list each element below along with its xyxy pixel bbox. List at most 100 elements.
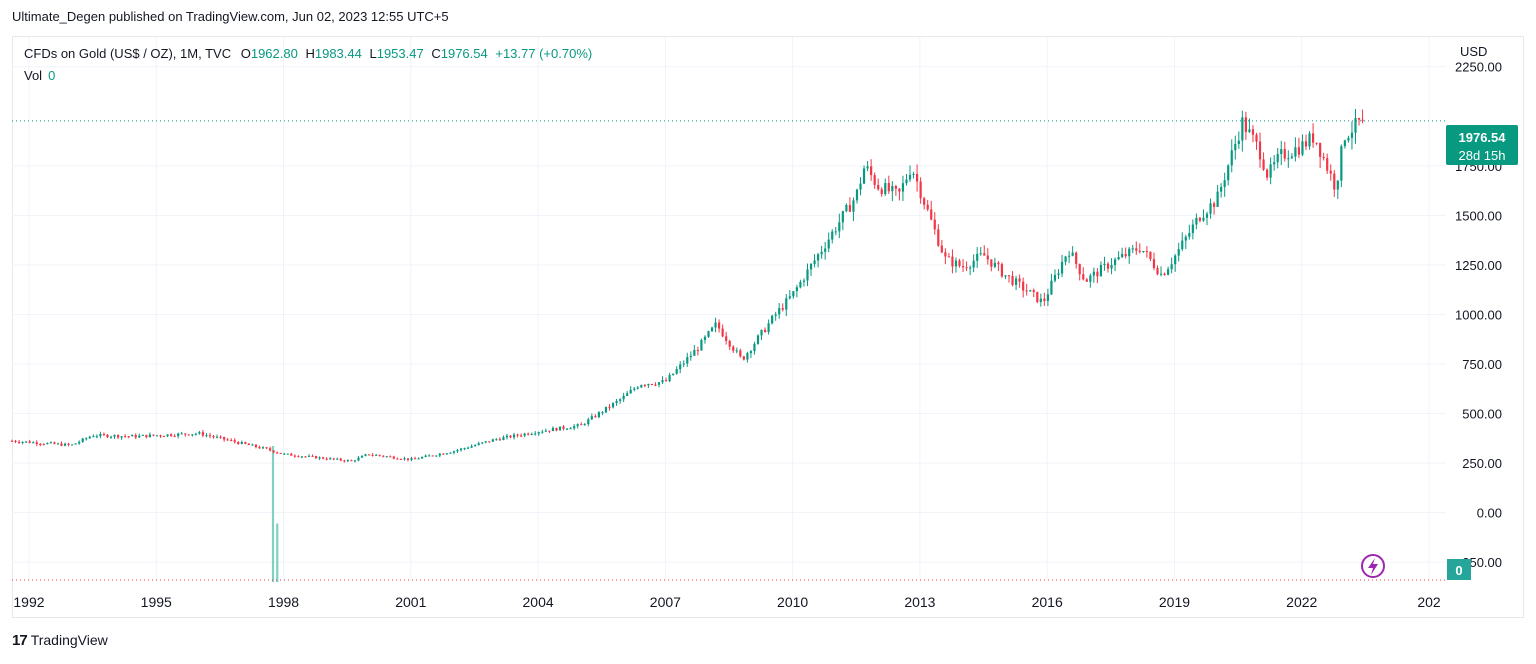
- candle-body: [219, 436, 222, 438]
- candle-body: [799, 281, 802, 288]
- candle-body: [969, 267, 972, 269]
- candle-body: [81, 438, 84, 442]
- candle-body: [223, 436, 226, 440]
- candle-body: [318, 457, 321, 459]
- candle-body: [1248, 129, 1251, 133]
- candle-body: [551, 428, 555, 432]
- candle-body: [901, 183, 905, 192]
- candle-body: [116, 435, 120, 438]
- candle-body: [56, 443, 60, 445]
- candle-body: [254, 444, 258, 448]
- candle-body: [1099, 264, 1103, 277]
- candle-body: [965, 267, 968, 269]
- candle-body: [1354, 118, 1357, 133]
- candle-body: [279, 452, 282, 454]
- candle-body: [187, 434, 190, 436]
- candle-body: [261, 447, 265, 449]
- candle-body: [771, 315, 774, 324]
- candle-body: [1025, 290, 1028, 292]
- candle-body: [647, 384, 650, 386]
- candle-body: [601, 412, 604, 414]
- candle-body: [392, 456, 395, 459]
- candle-body: [237, 441, 240, 444]
- price-tick-label: 0.00: [1477, 506, 1502, 521]
- candle-body: [1043, 298, 1046, 301]
- lightning-icon[interactable]: [1361, 554, 1385, 578]
- time-tick-label: 2016: [1032, 594, 1063, 610]
- candle-body: [1216, 191, 1219, 207]
- candle-body: [930, 209, 933, 220]
- candle-body: [290, 453, 293, 456]
- candle-body: [1283, 149, 1286, 159]
- candle-body: [1336, 180, 1339, 190]
- candle-body: [1343, 140, 1346, 147]
- candle-body: [1276, 154, 1279, 163]
- candle-body: [997, 262, 1000, 265]
- candle-body: [1244, 117, 1247, 133]
- currency-label[interactable]: USD: [1460, 44, 1488, 59]
- footer-brand[interactable]: 17 TradingView: [12, 632, 108, 649]
- candle-body: [1113, 259, 1117, 266]
- candle-body: [986, 255, 989, 260]
- candle-body: [247, 443, 250, 446]
- candle-body: [1301, 141, 1304, 155]
- candle-body: [512, 434, 516, 438]
- candle-body: [251, 444, 254, 446]
- low-label: L: [369, 46, 377, 61]
- candle-body: [689, 355, 692, 358]
- candle-body: [813, 260, 816, 265]
- candle-body: [180, 433, 183, 435]
- candle-body: [184, 433, 187, 435]
- candle-body: [428, 455, 431, 457]
- candle-body: [382, 455, 385, 457]
- candle-body: [145, 434, 148, 438]
- candle-body: [870, 166, 873, 176]
- candle-body: [983, 253, 986, 256]
- candle-body: [353, 460, 357, 462]
- candle-body: [406, 458, 410, 460]
- candle-body: [675, 369, 678, 374]
- candle-body: [99, 434, 102, 437]
- candle-body: [307, 455, 311, 457]
- candle-body: [276, 452, 279, 454]
- candle-body: [785, 298, 788, 310]
- chart-frame: [12, 36, 1524, 618]
- candle-body: [710, 327, 714, 332]
- candle-body: [643, 385, 646, 387]
- candle-body: [375, 454, 378, 456]
- candle-body: [604, 406, 608, 413]
- candle-body: [431, 455, 434, 457]
- candle-body: [1234, 143, 1237, 151]
- candle-body: [746, 353, 749, 360]
- candle-body: [474, 445, 477, 447]
- candle-body: [106, 434, 109, 438]
- candle-body: [541, 431, 544, 433]
- candle-body: [944, 252, 947, 257]
- candle-body: [1000, 264, 1004, 277]
- candle-body: [311, 455, 314, 457]
- candle-body: [951, 256, 954, 267]
- candle-body: [283, 453, 286, 455]
- candle-body: [682, 363, 685, 365]
- candle-body: [1106, 263, 1110, 269]
- candle-body: [1167, 269, 1170, 275]
- candle-body: [463, 448, 466, 450]
- candle-body: [502, 437, 505, 441]
- candle-body: [371, 454, 374, 456]
- close-value: 1976.54: [440, 46, 488, 61]
- candle-body: [831, 231, 834, 240]
- candle-body: [1273, 162, 1276, 165]
- candle-body: [1156, 267, 1159, 275]
- candle-body: [530, 433, 533, 435]
- candle-body: [947, 256, 951, 258]
- candle-body: [1131, 248, 1134, 250]
- candle-body: [1184, 236, 1187, 241]
- candle-body: [413, 458, 417, 460]
- candle-body: [505, 435, 509, 438]
- price-tick-label: 1500.00: [1455, 208, 1502, 223]
- candle-body: [654, 384, 657, 386]
- candle-body: [67, 443, 70, 445]
- candle-body: [1078, 263, 1081, 275]
- candle-body: [1237, 140, 1240, 144]
